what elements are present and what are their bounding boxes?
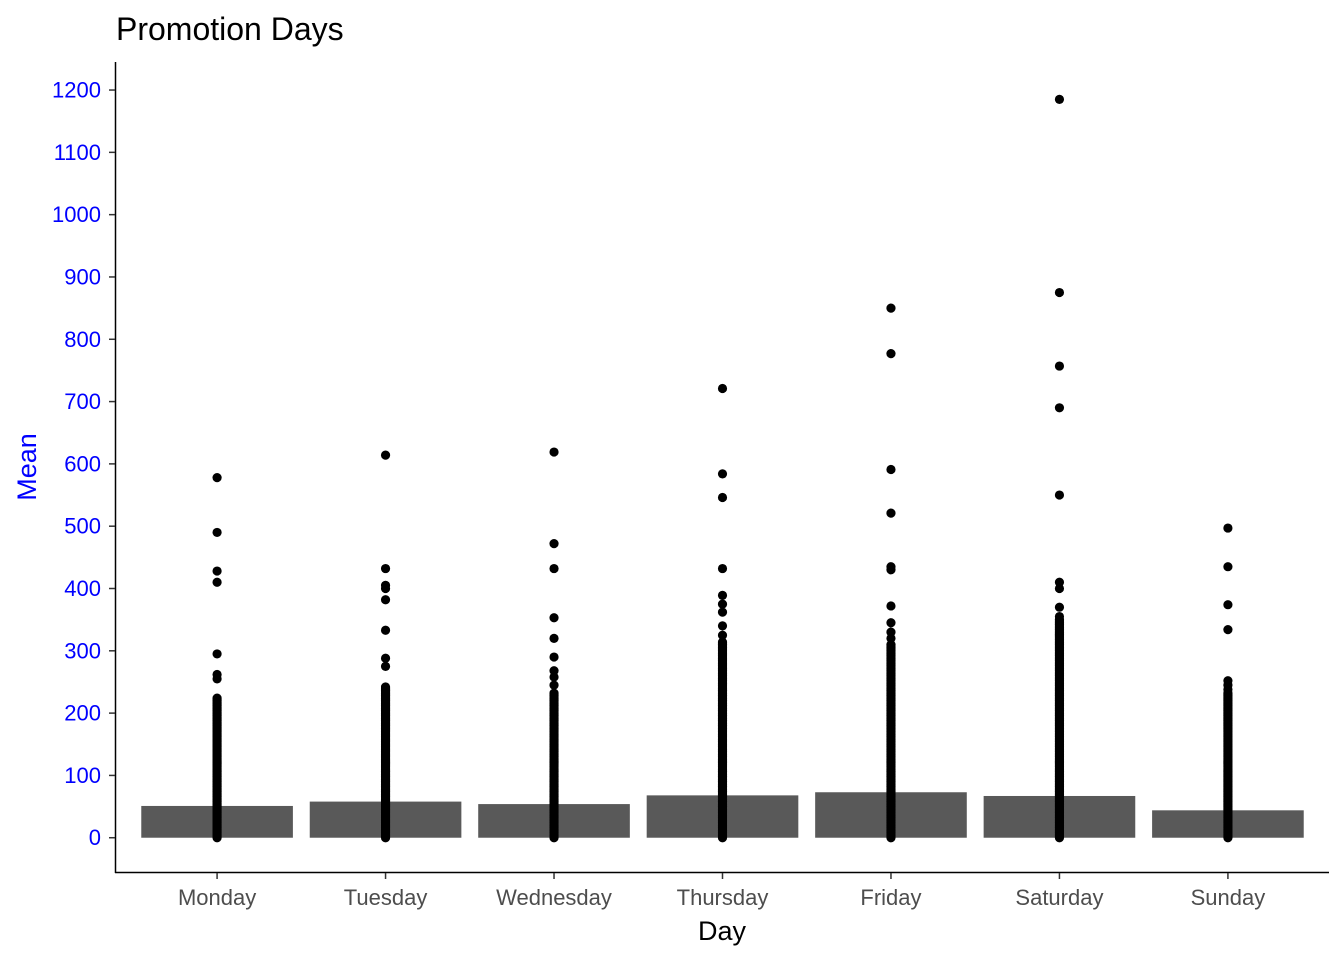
y-tick-label: 600 xyxy=(64,451,101,476)
y-tick-label: 700 xyxy=(64,389,101,414)
y-tick-label: 1200 xyxy=(52,78,101,103)
point-sunday xyxy=(1223,625,1233,635)
axes-layer xyxy=(114,62,1329,874)
point-saturday xyxy=(1054,602,1065,612)
point-saturday xyxy=(1054,94,1065,104)
point-monday xyxy=(212,577,222,587)
y-tick-label: 500 xyxy=(64,514,101,539)
y-tick-label: 900 xyxy=(64,264,101,289)
x-tick-label: Wednesday xyxy=(496,885,612,910)
y-tick-label: 300 xyxy=(64,638,101,663)
point-monday xyxy=(212,527,222,538)
x-axis-title: Day xyxy=(698,916,747,946)
point-monday xyxy=(212,472,222,483)
points-layer xyxy=(212,94,1233,843)
point-saturday xyxy=(1054,403,1065,413)
point-wednesday xyxy=(549,539,559,549)
point-tuesday xyxy=(380,661,391,671)
point-saturday xyxy=(1054,583,1065,594)
point-thursday xyxy=(717,590,728,600)
point-monday xyxy=(212,674,222,684)
point-saturday xyxy=(1054,287,1065,298)
y-tick-label: 100 xyxy=(64,763,101,788)
point-wednesday xyxy=(549,688,559,698)
y-axis-title: Mean xyxy=(12,433,42,501)
point-wednesday xyxy=(549,672,559,682)
point-saturday xyxy=(1054,611,1065,622)
y-tick-label: 0 xyxy=(89,825,101,850)
point-sunday xyxy=(1223,523,1233,533)
point-tuesday xyxy=(380,563,391,574)
y-tick-label: 200 xyxy=(64,701,101,726)
x-tick-label: Monday xyxy=(178,885,256,910)
y-axis-ticks: 0 100 200 300 400 500 600 700 800 900 1000 1100 1200 xyxy=(52,78,115,850)
point-tuesday xyxy=(380,450,391,460)
point-thursday xyxy=(717,637,728,647)
point-wednesday xyxy=(549,563,559,574)
point-wednesday xyxy=(549,680,559,690)
point-thursday xyxy=(717,563,728,574)
point-wednesday xyxy=(549,633,559,643)
point-thursday xyxy=(717,492,728,503)
y-tick-label: 800 xyxy=(64,327,101,352)
x-tick-label: Tuesday xyxy=(344,885,428,910)
point-sunday xyxy=(1223,562,1233,572)
x-axis-ticks: Monday Tuesday Wednesday Thursday Friday Satu… xyxy=(178,873,1265,910)
point-sunday xyxy=(1223,600,1233,610)
point-friday xyxy=(886,303,896,313)
point-thursday xyxy=(717,599,728,609)
x-tick-label: Thursday xyxy=(677,885,769,910)
point-monday xyxy=(212,693,222,703)
point-monday xyxy=(212,566,222,576)
point-friday xyxy=(886,349,896,359)
point-thursday xyxy=(717,383,728,394)
point-friday xyxy=(886,618,896,628)
point-thursday xyxy=(717,607,728,617)
point-tuesday xyxy=(380,595,391,605)
y-tick-label: 400 xyxy=(64,576,101,601)
point-friday xyxy=(886,565,896,575)
point-tuesday xyxy=(380,653,391,663)
point-wednesday xyxy=(549,447,559,457)
point-thursday xyxy=(717,621,728,631)
point-tuesday xyxy=(380,625,391,635)
x-tick-label: Saturday xyxy=(1015,885,1103,910)
point-wednesday xyxy=(549,613,559,623)
y-tick-label: 1000 xyxy=(52,202,101,227)
x-tick-label: Sunday xyxy=(1191,885,1266,910)
point-saturday xyxy=(1054,361,1065,371)
point-friday xyxy=(886,464,896,475)
point-friday xyxy=(886,633,896,643)
point-friday xyxy=(886,508,896,518)
point-thursday xyxy=(717,469,728,479)
point-saturday xyxy=(1054,490,1065,500)
y-tick-label: 1100 xyxy=(54,140,101,165)
point-friday xyxy=(886,601,896,611)
point-monday xyxy=(212,649,222,659)
point-tuesday xyxy=(380,583,391,594)
point-wednesday xyxy=(549,652,559,662)
point-tuesday xyxy=(380,682,391,692)
point-sunday xyxy=(1223,684,1233,695)
point-thursday xyxy=(717,630,728,640)
chart-title: Promotion Days xyxy=(116,11,344,47)
x-tick-label: Friday xyxy=(860,885,921,910)
